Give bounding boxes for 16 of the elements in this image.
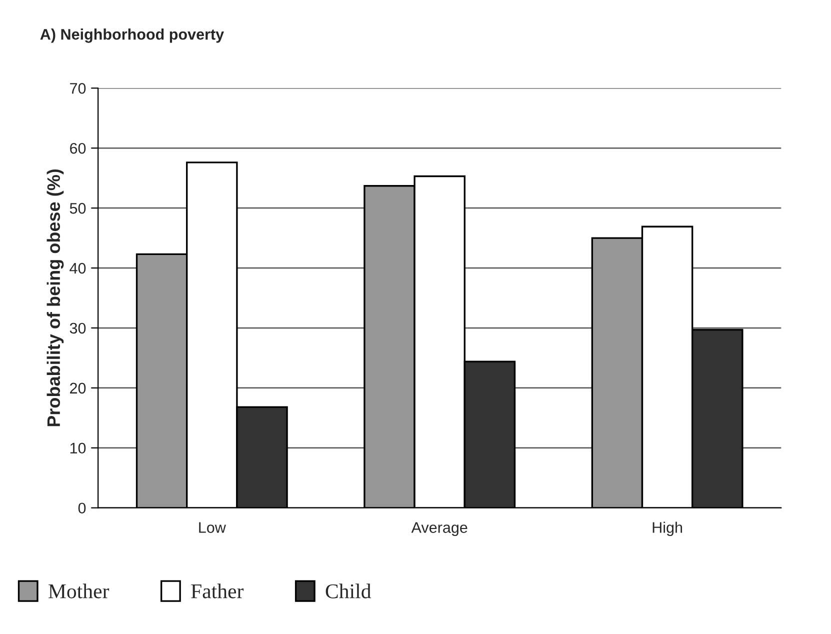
x-tick-label: High — [652, 522, 682, 536]
y-tick-label: 30 — [70, 322, 86, 334]
x-tick-label: Average — [411, 522, 468, 536]
y-tick-label: 70 — [70, 82, 86, 94]
y-tick-label: 0 — [78, 502, 86, 514]
y-axis-title: Probability of being obese (%) — [46, 169, 64, 426]
y-tick-label: 20 — [70, 382, 86, 394]
y-tick-label: 10 — [70, 442, 86, 454]
chart-title: A) Neighborhood poverty — [40, 28, 224, 43]
y-tick-label: 40 — [70, 262, 86, 274]
legend-label: Father — [191, 584, 244, 598]
y-tick-label: 50 — [70, 202, 86, 214]
legend-label: Mother — [48, 584, 110, 598]
y-tick-label: 60 — [70, 142, 86, 154]
x-tick-label: Low — [199, 522, 226, 533]
legend-label: Child — [326, 584, 372, 598]
